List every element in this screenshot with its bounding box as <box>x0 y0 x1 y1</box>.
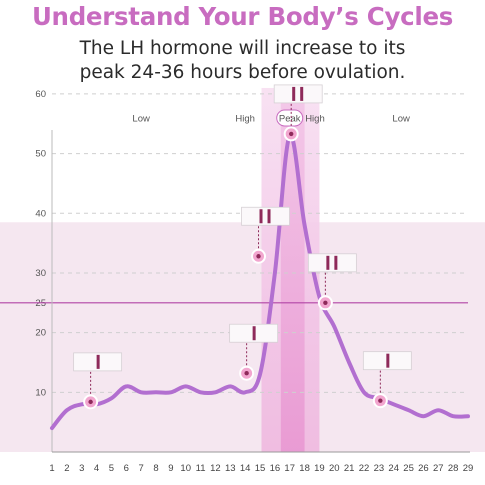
x-tick-label: 25 <box>403 463 414 474</box>
phase-label: Peak <box>279 114 301 125</box>
x-tick-label: 14 <box>240 463 251 474</box>
x-tick-label: 23 <box>374 463 385 474</box>
x-tick-label: 4 <box>94 463 99 474</box>
test-line <box>259 209 263 224</box>
x-tick-label: 2 <box>64 463 69 474</box>
y-tick-label: 40 <box>35 208 46 219</box>
x-tick-label: 13 <box>225 463 236 474</box>
data-marker-dot <box>289 131 294 137</box>
data-marker-dot <box>323 300 328 306</box>
data-marker-dot <box>88 399 93 405</box>
x-tick-label: 16 <box>270 463 281 474</box>
phase-label: Low <box>132 114 150 125</box>
x-tick-label: 8 <box>153 463 158 474</box>
test-strip-callout <box>241 206 290 264</box>
peak-label-pill <box>276 109 304 127</box>
x-tick-label: 19 <box>314 463 325 474</box>
control-line <box>300 86 304 101</box>
y-tick-label: 20 <box>35 328 46 339</box>
x-tick-label: 22 <box>359 463 370 474</box>
test-strip <box>307 253 357 273</box>
phase-label: High <box>305 114 325 125</box>
subtitle-line-1: The LH hormone will increase to its <box>79 38 406 59</box>
x-tick-label: 17 <box>284 463 295 474</box>
test-strip-callout <box>307 253 357 311</box>
x-tick-label: 3 <box>79 463 84 474</box>
x-tick-label: 18 <box>299 463 310 474</box>
y-tick-label: 60 <box>35 89 46 100</box>
test-line <box>292 86 296 101</box>
x-tick-label: 5 <box>109 463 114 474</box>
x-tick-label: 24 <box>388 463 399 474</box>
test-strip-callout <box>273 84 323 142</box>
x-tick-label: 15 <box>255 463 266 474</box>
y-tick-label: 30 <box>35 268 46 279</box>
test-strip <box>273 84 323 104</box>
x-tick-label: 11 <box>196 463 206 474</box>
x-tick-label: 29 <box>463 463 474 474</box>
x-tick-label: 21 <box>344 463 355 474</box>
subtitle: The LH hormone will increase to its peak… <box>0 37 485 85</box>
x-tick-label: 12 <box>210 463 221 474</box>
x-tick-label: 10 <box>180 463 191 474</box>
x-tick-label: 7 <box>138 463 143 474</box>
data-marker-dot <box>244 371 249 376</box>
x-tick-label: 9 <box>168 463 173 474</box>
control-line <box>267 209 271 224</box>
data-marker-dot <box>378 398 383 403</box>
phase-label: Low <box>392 114 410 125</box>
phase-label: High <box>235 114 255 125</box>
control-line <box>252 326 256 341</box>
x-tick-label: 27 <box>433 463 444 474</box>
headline: Understand Your Body’s Cycles <box>31 2 454 31</box>
control-line <box>96 354 100 369</box>
data-marker-dot <box>256 254 261 259</box>
x-tick-label: 1 <box>49 463 54 474</box>
x-tick-label: 26 <box>418 463 429 474</box>
test-strip-callout <box>229 323 279 381</box>
x-tick-label: 20 <box>329 463 340 474</box>
test-strip <box>241 206 290 226</box>
test-line <box>326 255 330 270</box>
x-tick-label: 6 <box>124 463 129 474</box>
subtitle-line-2: peak 24-36 hours before ovulation. <box>79 62 406 83</box>
test-strip-callout <box>362 351 412 409</box>
test-strip-callout <box>73 352 123 410</box>
control-line <box>386 353 390 368</box>
x-tick-label: 28 <box>448 463 459 474</box>
control-line <box>334 255 338 270</box>
y-tick-label: 50 <box>35 149 46 160</box>
y-tick-label: 10 <box>35 387 46 398</box>
